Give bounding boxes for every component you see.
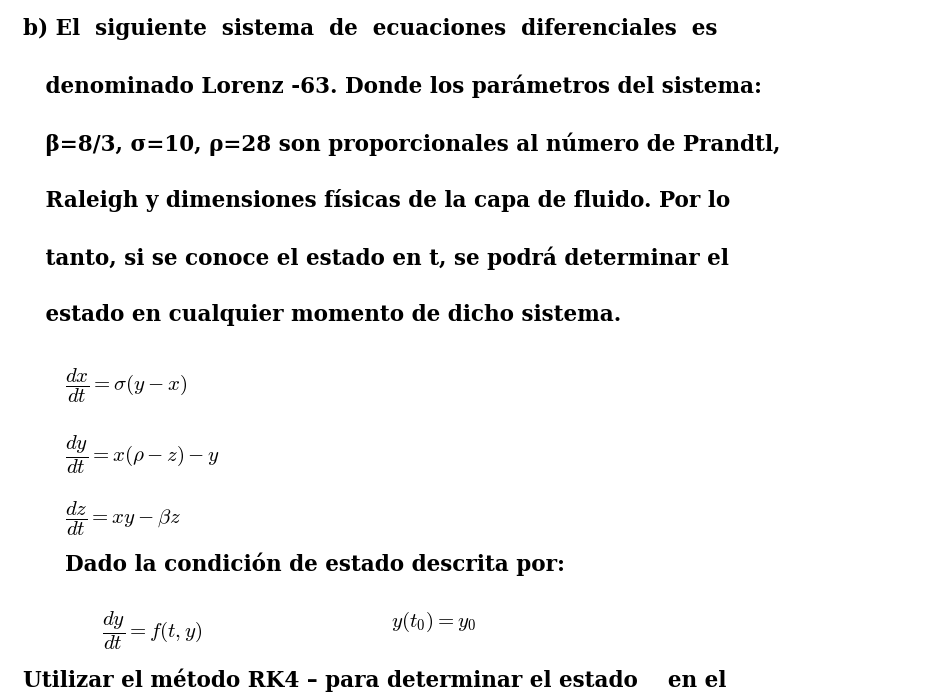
Text: estado en cualquier momento de dicho sistema.: estado en cualquier momento de dicho sis… bbox=[23, 304, 621, 326]
Text: Utilizar el método RK4 – para determinar el estado    en el: Utilizar el método RK4 – para determinar… bbox=[23, 669, 726, 693]
Text: β=8/3, σ=10, ρ=28 son proporcionales al número de Prandtl,: β=8/3, σ=10, ρ=28 son proporcionales al … bbox=[23, 132, 781, 156]
Text: $\dfrac{dy}{dt} = f(t, y)$: $\dfrac{dy}{dt} = f(t, y)$ bbox=[102, 610, 203, 652]
Text: Raleigh y dimensiones físicas de la capa de fluido. Por lo: Raleigh y dimensiones físicas de la capa… bbox=[23, 189, 730, 212]
Text: denominado Lorenz -63. Donde los parámetros del sistema:: denominado Lorenz -63. Donde los parámet… bbox=[23, 75, 763, 99]
Text: tanto, si se conoce el estado en t, se podrá determinar el: tanto, si se conoce el estado en t, se p… bbox=[23, 247, 729, 271]
Text: $y(t_0) = y_0$: $y(t_0) = y_0$ bbox=[391, 610, 475, 634]
Text: $\dfrac{dy}{dt} = x(\rho - z) - y$: $\dfrac{dy}{dt} = x(\rho - z) - y$ bbox=[65, 433, 220, 476]
Text: $\dfrac{dx}{dt} = \sigma(y - x)$: $\dfrac{dx}{dt} = \sigma(y - x)$ bbox=[65, 367, 188, 405]
Text: $\dfrac{dz}{dt} = xy - \beta z$: $\dfrac{dz}{dt} = xy - \beta z$ bbox=[65, 500, 180, 538]
Text: b) El  siguiente  sistema  de  ecuaciones  diferenciales  es: b) El siguiente sistema de ecuaciones di… bbox=[23, 17, 718, 40]
Text: Dado la condición de estado descrita por:: Dado la condición de estado descrita por… bbox=[65, 552, 565, 576]
